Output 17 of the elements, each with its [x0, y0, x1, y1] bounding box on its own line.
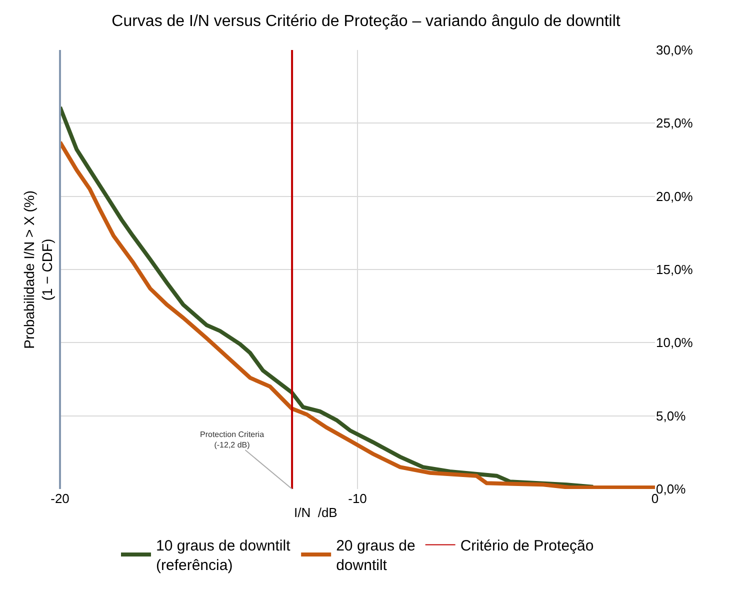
y-tick-label: 25,0% [656, 116, 694, 131]
chart-title: Curvas de I/N versus Critério de Proteção – variando ângulo de downtilt [112, 13, 621, 30]
y-tick-label: 0,0% [656, 482, 686, 497]
x-tick-label: -20 [50, 491, 70, 506]
y-axis-title: Probabilidade I/N > X (%) (1 − CDF) [20, 190, 56, 349]
annotation: Protection Criteria (-12,2 dB) [200, 430, 265, 450]
y-tick-label: 15,0% [656, 262, 694, 278]
y-tick-label: 30,0% [656, 42, 694, 58]
y-tick-label: 5,0% [656, 408, 686, 424]
legend-label: Critério de Proteção [460, 538, 594, 555]
y-tick-label: 20,0% [656, 188, 694, 204]
x-axis-title: I/N /dB [294, 505, 338, 520]
legend-label: 20 graus de downtilt [336, 538, 416, 574]
y-tick-label: 10,0% [656, 335, 694, 350]
line-series [60, 140, 655, 489]
legend-label: 10 graus de downtilt (referência) [156, 538, 292, 574]
x-tick-label: -10 [348, 491, 367, 506]
